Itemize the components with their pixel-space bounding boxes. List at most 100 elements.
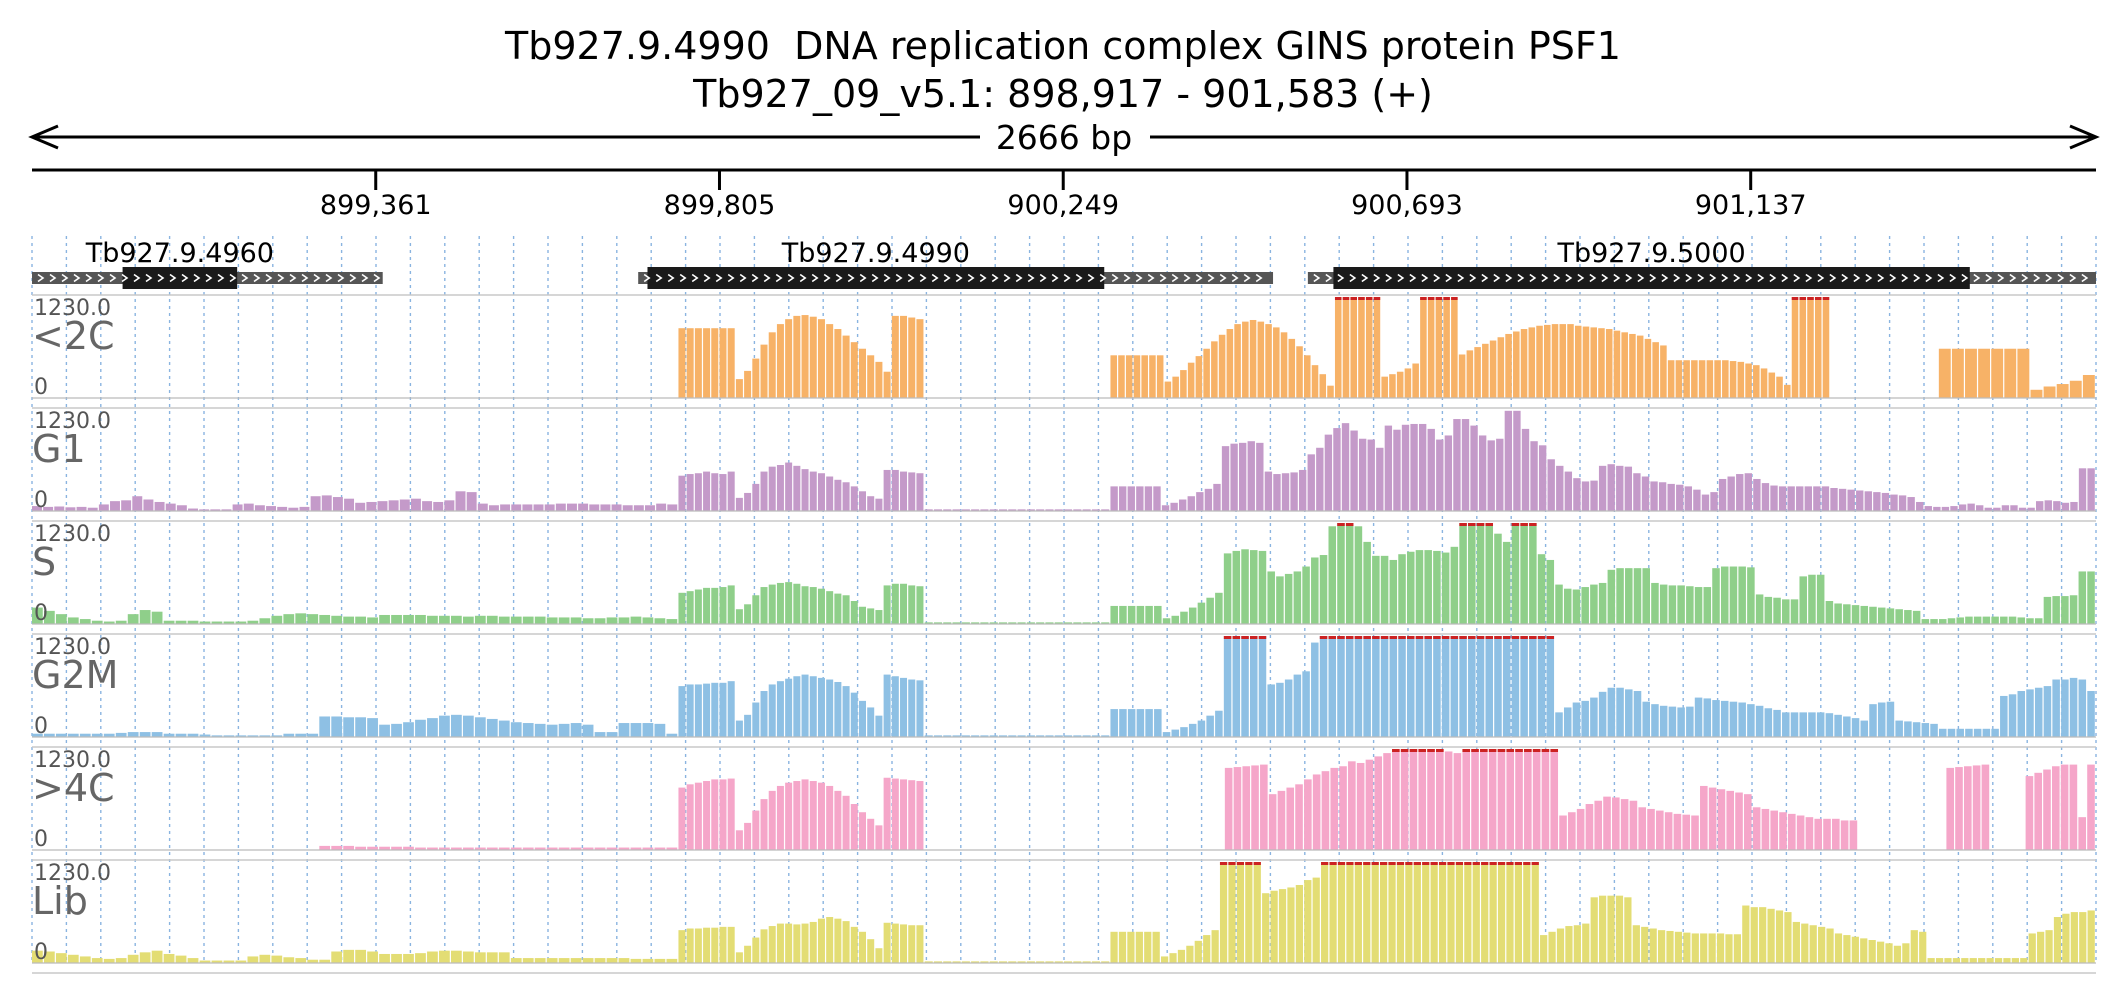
- strand-arrow-mark: [1207, 273, 1215, 283]
- coverage-bar: [139, 610, 151, 624]
- coverage-bar: [1393, 429, 1401, 511]
- coverage-bar: [801, 315, 809, 398]
- strand-arrow-mark: [1613, 273, 1621, 283]
- clipped-marker: [1515, 749, 1523, 752]
- coverage-bar: [1659, 584, 1668, 624]
- coverage-bar: [570, 847, 582, 850]
- coverage-bar: [1187, 496, 1195, 511]
- clipped-marker: [1438, 862, 1447, 865]
- coverage-bar: [132, 496, 143, 511]
- coverage-bar: [1374, 756, 1383, 850]
- coverage-bar: [1345, 636, 1354, 737]
- coverage-bar: [139, 952, 151, 963]
- coverage-bar: [1651, 582, 1659, 624]
- coverage-bar: [163, 620, 175, 624]
- coverage-bar: [1615, 895, 1624, 963]
- coverage-bar: [801, 469, 809, 511]
- clipped-marker: [1529, 636, 1537, 639]
- coverage-bar: [1256, 442, 1264, 511]
- strand-arrow-mark: [241, 273, 249, 283]
- clipped-marker: [1506, 749, 1515, 752]
- coverage-bar: [1154, 709, 1162, 737]
- strand-arrow-mark: [1649, 273, 1657, 283]
- coverage-bar: [55, 614, 67, 624]
- coverage-bar: [618, 958, 630, 963]
- coverage-bar: [1973, 728, 1982, 737]
- coverage-bar: [1559, 815, 1567, 850]
- coverage-bar: [1547, 459, 1555, 511]
- coverage-bar: [32, 506, 42, 511]
- coverage-bar: [1843, 716, 1851, 737]
- coverage-bar: [1133, 355, 1141, 398]
- coverage-bar: [1468, 523, 1476, 624]
- coverage-bar: [924, 622, 933, 624]
- coverage-bar: [1287, 887, 1295, 963]
- coverage-bar: [1864, 491, 1872, 511]
- coverage-bar: [486, 847, 498, 850]
- coverage-bar: [1927, 958, 1935, 963]
- coverage-bar: [1194, 940, 1202, 963]
- coverage-bar: [1110, 605, 1118, 624]
- coverage-bar: [283, 733, 295, 737]
- clipped-marker: [1441, 636, 1450, 639]
- coverage-bar: [1513, 331, 1520, 398]
- coverage-bar: [534, 616, 546, 624]
- coverage-bar: [1304, 779, 1312, 850]
- clipped-marker: [1427, 297, 1435, 300]
- coverage-bar: [1616, 465, 1624, 511]
- coverage-bar: [1520, 636, 1528, 737]
- clipped-marker: [1236, 862, 1245, 865]
- coverage-bar: [1921, 619, 1930, 624]
- coverage-bar: [1119, 486, 1127, 511]
- coverage-bar: [1574, 325, 1582, 398]
- clipped-marker: [1380, 636, 1389, 639]
- coverage-bar: [1017, 961, 1026, 963]
- coverage-bar: [511, 504, 522, 511]
- coverage-bar: [1830, 488, 1838, 511]
- coverage-bar: [1886, 608, 1895, 624]
- coverage-bar: [908, 472, 916, 511]
- coverage-bar: [510, 722, 522, 737]
- coverage-bar: [344, 498, 355, 511]
- coverage-bar: [752, 810, 760, 850]
- coverage-bar: [399, 499, 410, 511]
- coverage-bar: [1978, 348, 1991, 398]
- coverage-bar: [1487, 440, 1495, 511]
- strand-arrow-mark: [1111, 273, 1119, 283]
- coverage-bar: [1675, 360, 1683, 398]
- axis-tick-label: 901,137: [1695, 190, 1807, 221]
- coverage-bar: [1548, 931, 1556, 963]
- coverage-bar: [2079, 912, 2087, 963]
- coverage-bar: [1257, 321, 1265, 398]
- strand-arrow-mark: [1051, 273, 1059, 283]
- coverage-bar: [1008, 509, 1017, 511]
- coverage-bar: [1725, 934, 1733, 963]
- coverage-bar: [594, 958, 606, 963]
- coverage-bar: [2078, 571, 2087, 624]
- coverage-bar: [1556, 928, 1565, 963]
- coverage-bar: [55, 733, 67, 737]
- coverage-bar: [1045, 735, 1054, 737]
- coverage-bar: [1753, 478, 1761, 511]
- coverage-bar: [1459, 523, 1467, 624]
- coverage-bar: [1280, 332, 1288, 398]
- strand-arrow-mark: [1529, 273, 1537, 283]
- clipped-marker: [1443, 297, 1450, 300]
- coverage-bar: [883, 585, 891, 624]
- clipped-marker: [1471, 749, 1479, 752]
- coverage-bar: [850, 601, 858, 624]
- coverage-bar: [760, 471, 768, 511]
- coverage-bar: [2062, 913, 2070, 963]
- track-ymin-label: 0: [34, 375, 48, 400]
- coverage-bar: [1223, 553, 1232, 624]
- coverage-bar: [1276, 682, 1284, 737]
- coverage-bar: [1651, 704, 1659, 737]
- coverage-bar: [1564, 471, 1573, 511]
- coverage-bar: [1376, 447, 1384, 511]
- coverage-bar: [450, 714, 462, 737]
- coverage-bar: [1742, 905, 1750, 963]
- coverage-bar: [1064, 735, 1073, 737]
- coverage-bar: [801, 779, 809, 850]
- coverage-bar: [1450, 546, 1459, 624]
- coverage-bar: [916, 319, 924, 398]
